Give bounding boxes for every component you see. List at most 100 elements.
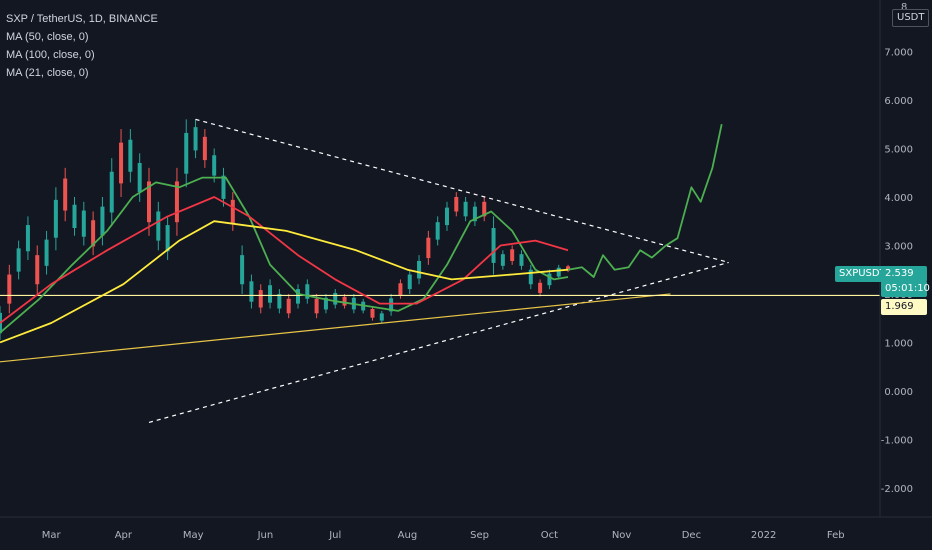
candle-body [91,220,96,247]
candle-body [323,297,328,310]
candle-body [435,222,440,240]
price-tick-label: 7.000 [884,47,913,58]
trendline-resistance [195,118,729,264]
candle-body [370,308,375,318]
candle-body [240,255,245,285]
indicator-ma50[interactable]: MA (50, close, 0) [6,31,89,43]
symbol-badge: SXPUSDT [835,266,890,282]
candle-body [286,298,291,314]
candle-body [184,132,189,174]
candle-body [72,204,77,228]
price-tick-label: 0.000 [884,387,913,398]
price-tick-label: -1.000 [881,435,913,446]
candle-body [63,178,68,211]
candle-body [81,210,86,237]
countdown-badge: 05:01:10 [881,281,930,297]
time-tick-label: May [183,530,204,541]
time-tick-label: Jun [257,530,274,541]
candle-body [314,298,319,314]
candle-body [454,196,459,212]
candle-body [510,249,515,261]
price-tick-label: 4.000 [884,193,913,204]
trendline-long-support [0,293,671,363]
candle-body [268,285,273,303]
candle-body [426,237,431,259]
price-tick-label: 6.000 [884,96,913,107]
candle-body [333,292,338,305]
price-tick-label: 5.000 [884,144,913,155]
level-badge: 1.969 [881,299,927,315]
candle-body [500,254,505,266]
last-price-badge: 2.539 [881,266,927,282]
projection-path [567,124,723,278]
time-tick-label: Oct [541,530,558,541]
ma-line [0,196,569,324]
candle-body [538,282,543,293]
time-tick-label: Feb [827,530,845,541]
candle-body [482,201,487,217]
time-tick-label: Mar [42,530,62,541]
candle-body [128,139,133,172]
candle-body [146,181,151,223]
candle-body [35,255,40,285]
candle-body [556,267,561,277]
candle-body [193,127,198,151]
candle-body [398,283,403,295]
chart-legend: SXP / TetherUS, 1D, BINANCE MA (50, clos… [6,10,158,82]
candle-body [277,293,282,309]
price-tick-label: 3.000 [884,241,913,252]
candle-body [109,171,114,213]
time-tick-label: Aug [398,530,418,541]
candle-body [212,155,217,176]
candle-body [444,207,449,226]
ma-line [0,220,569,344]
price-tick-label: -2.000 [881,484,913,495]
candle-body [44,239,49,266]
indicator-ma21[interactable]: MA (21, close, 0) [6,67,89,79]
candle-body [463,201,468,217]
time-tick-label: Jul [328,530,341,541]
candle-body [342,296,347,306]
candle-body [230,199,235,224]
candle-body [472,206,477,222]
time-tick-label: 2022 [751,530,776,541]
candle-body [417,260,422,279]
candle-body [221,175,226,199]
candle-body [174,181,179,223]
candle-body [305,284,310,299]
ma-line [0,176,569,334]
candle-body [7,274,12,304]
candle-body [519,254,524,266]
candle-body [295,289,300,304]
candle-body [258,290,263,308]
candle-body [528,269,533,285]
indicator-ma100[interactable]: MA (100, close, 0) [6,49,95,61]
candle-body [16,248,21,272]
candle-body [389,298,394,312]
candle-body [137,163,142,193]
candle-body [379,313,384,321]
time-tick-label: Nov [612,530,632,541]
candle-body [25,225,30,252]
trendline-support [148,261,729,424]
candle-body [407,274,412,290]
candle-body [53,199,58,238]
candle-body [100,206,105,236]
candle-body [119,142,124,184]
candle-body [156,211,161,241]
chart-title: SXP / TetherUS, 1D, BINANCE [6,13,158,25]
price-tick-label: 1.000 [884,338,913,349]
time-tick-label: Dec [682,530,701,541]
time-tick-label: Sep [470,530,489,541]
candle-body [202,136,207,161]
candle-body [566,266,571,271]
candle-body [491,227,496,263]
time-tick-label: Apr [115,530,133,541]
candle-body [547,273,552,286]
candle-body [165,225,170,252]
candle-body [249,281,254,302]
currency-badge[interactable]: USDT [892,9,930,27]
axis-top-label: 8 [901,2,908,13]
